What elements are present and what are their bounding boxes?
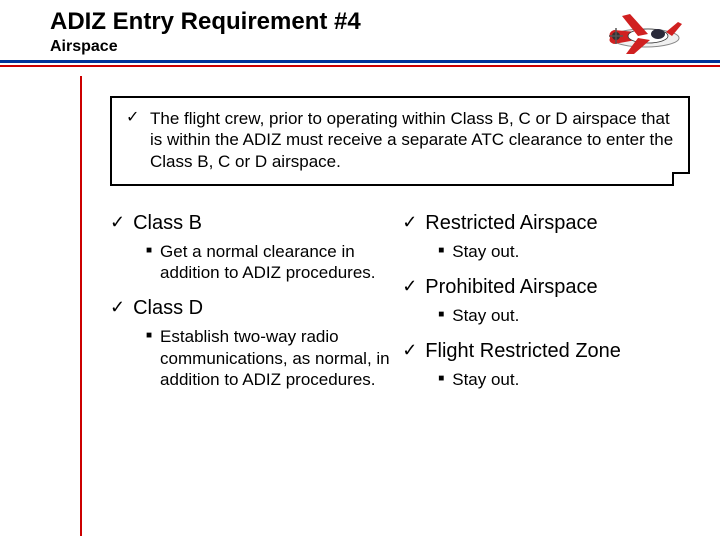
list-item: ✓ Restricted Airspace ■ Stay out. [402,212,698,270]
item-sub: Stay out. [452,241,519,262]
list-item: ✓ Flight Restricted Zone ■ Stay out. [402,340,698,398]
square-bullet-icon: ■ [438,305,444,324]
item-sub: Stay out. [452,369,519,390]
callout-body: The flight crew, prior to operating with… [150,109,673,171]
list-item: ✓ Class D ■ Establish two-way radio comm… [110,297,394,398]
item-label: Class B [133,212,202,235]
item-label: Restricted Airspace [425,212,597,235]
item-label: Prohibited Airspace [425,276,597,299]
square-bullet-icon: ■ [438,241,444,260]
square-bullet-icon: ■ [438,369,444,388]
item-label: Flight Restricted Zone [425,340,621,363]
folded-corner-icon [672,172,690,186]
vertical-accent-line [80,76,82,536]
header-divider [0,60,720,68]
item-sub: Stay out. [452,305,519,326]
callout-box: ✓ The flight crew, prior to operating wi… [110,96,690,186]
check-icon: ✓ [402,276,417,298]
item-sub: Get a normal clearance in addition to AD… [160,241,394,284]
list-item: ✓ Class B ■ Get a normal clearance in ad… [110,212,394,292]
item-sub: Establish two-way radio communications, … [160,326,394,390]
check-icon: ✓ [110,212,125,234]
right-column: ✓ Restricted Airspace ■ Stay out. ✓ Proh… [402,212,698,405]
square-bullet-icon: ■ [146,241,152,260]
left-column: ✓ Class B ■ Get a normal clearance in ad… [110,212,394,405]
airplane-icon [600,8,690,58]
list-item: ✓ Prohibited Airspace ■ Stay out. [402,276,698,334]
slide-content: ✓ The flight crew, prior to operating wi… [0,68,720,405]
check-icon: ✓ [110,297,125,319]
check-icon: ✓ [126,108,139,128]
check-icon: ✓ [402,340,417,362]
item-label: Class D [133,297,203,320]
callout-text: ✓ The flight crew, prior to operating wi… [126,108,674,172]
content-columns: ✓ Class B ■ Get a normal clearance in ad… [110,212,690,405]
check-icon: ✓ [402,212,417,234]
square-bullet-icon: ■ [146,326,152,345]
